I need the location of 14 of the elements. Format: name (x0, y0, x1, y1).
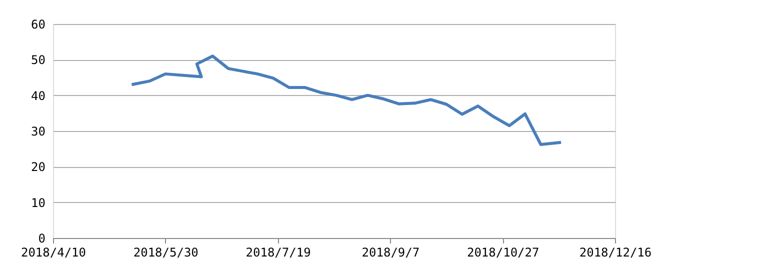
y-tick-label: 20 (31, 160, 46, 174)
x-tick-label: 2018/7/19 (246, 246, 311, 260)
x-tick-label: 2018/10/27 (466, 246, 540, 260)
x-tick-label: 2018/4/10 (20, 246, 86, 260)
x-tick-label: 2018/9/7 (362, 246, 420, 260)
y-tick-label: 30 (31, 124, 46, 138)
y-tick-label: 0 (38, 232, 46, 246)
y-tick-label: 50 (31, 53, 46, 68)
y-tick-label: 40 (31, 88, 46, 103)
line-series (130, 54, 563, 146)
x-tick-label: 2018/5/30 (133, 246, 198, 260)
x-tick-label: 2018/12/16 (579, 246, 652, 260)
y-tick-label: 60 (31, 18, 46, 32)
y-tick-label: 10 (31, 196, 46, 210)
